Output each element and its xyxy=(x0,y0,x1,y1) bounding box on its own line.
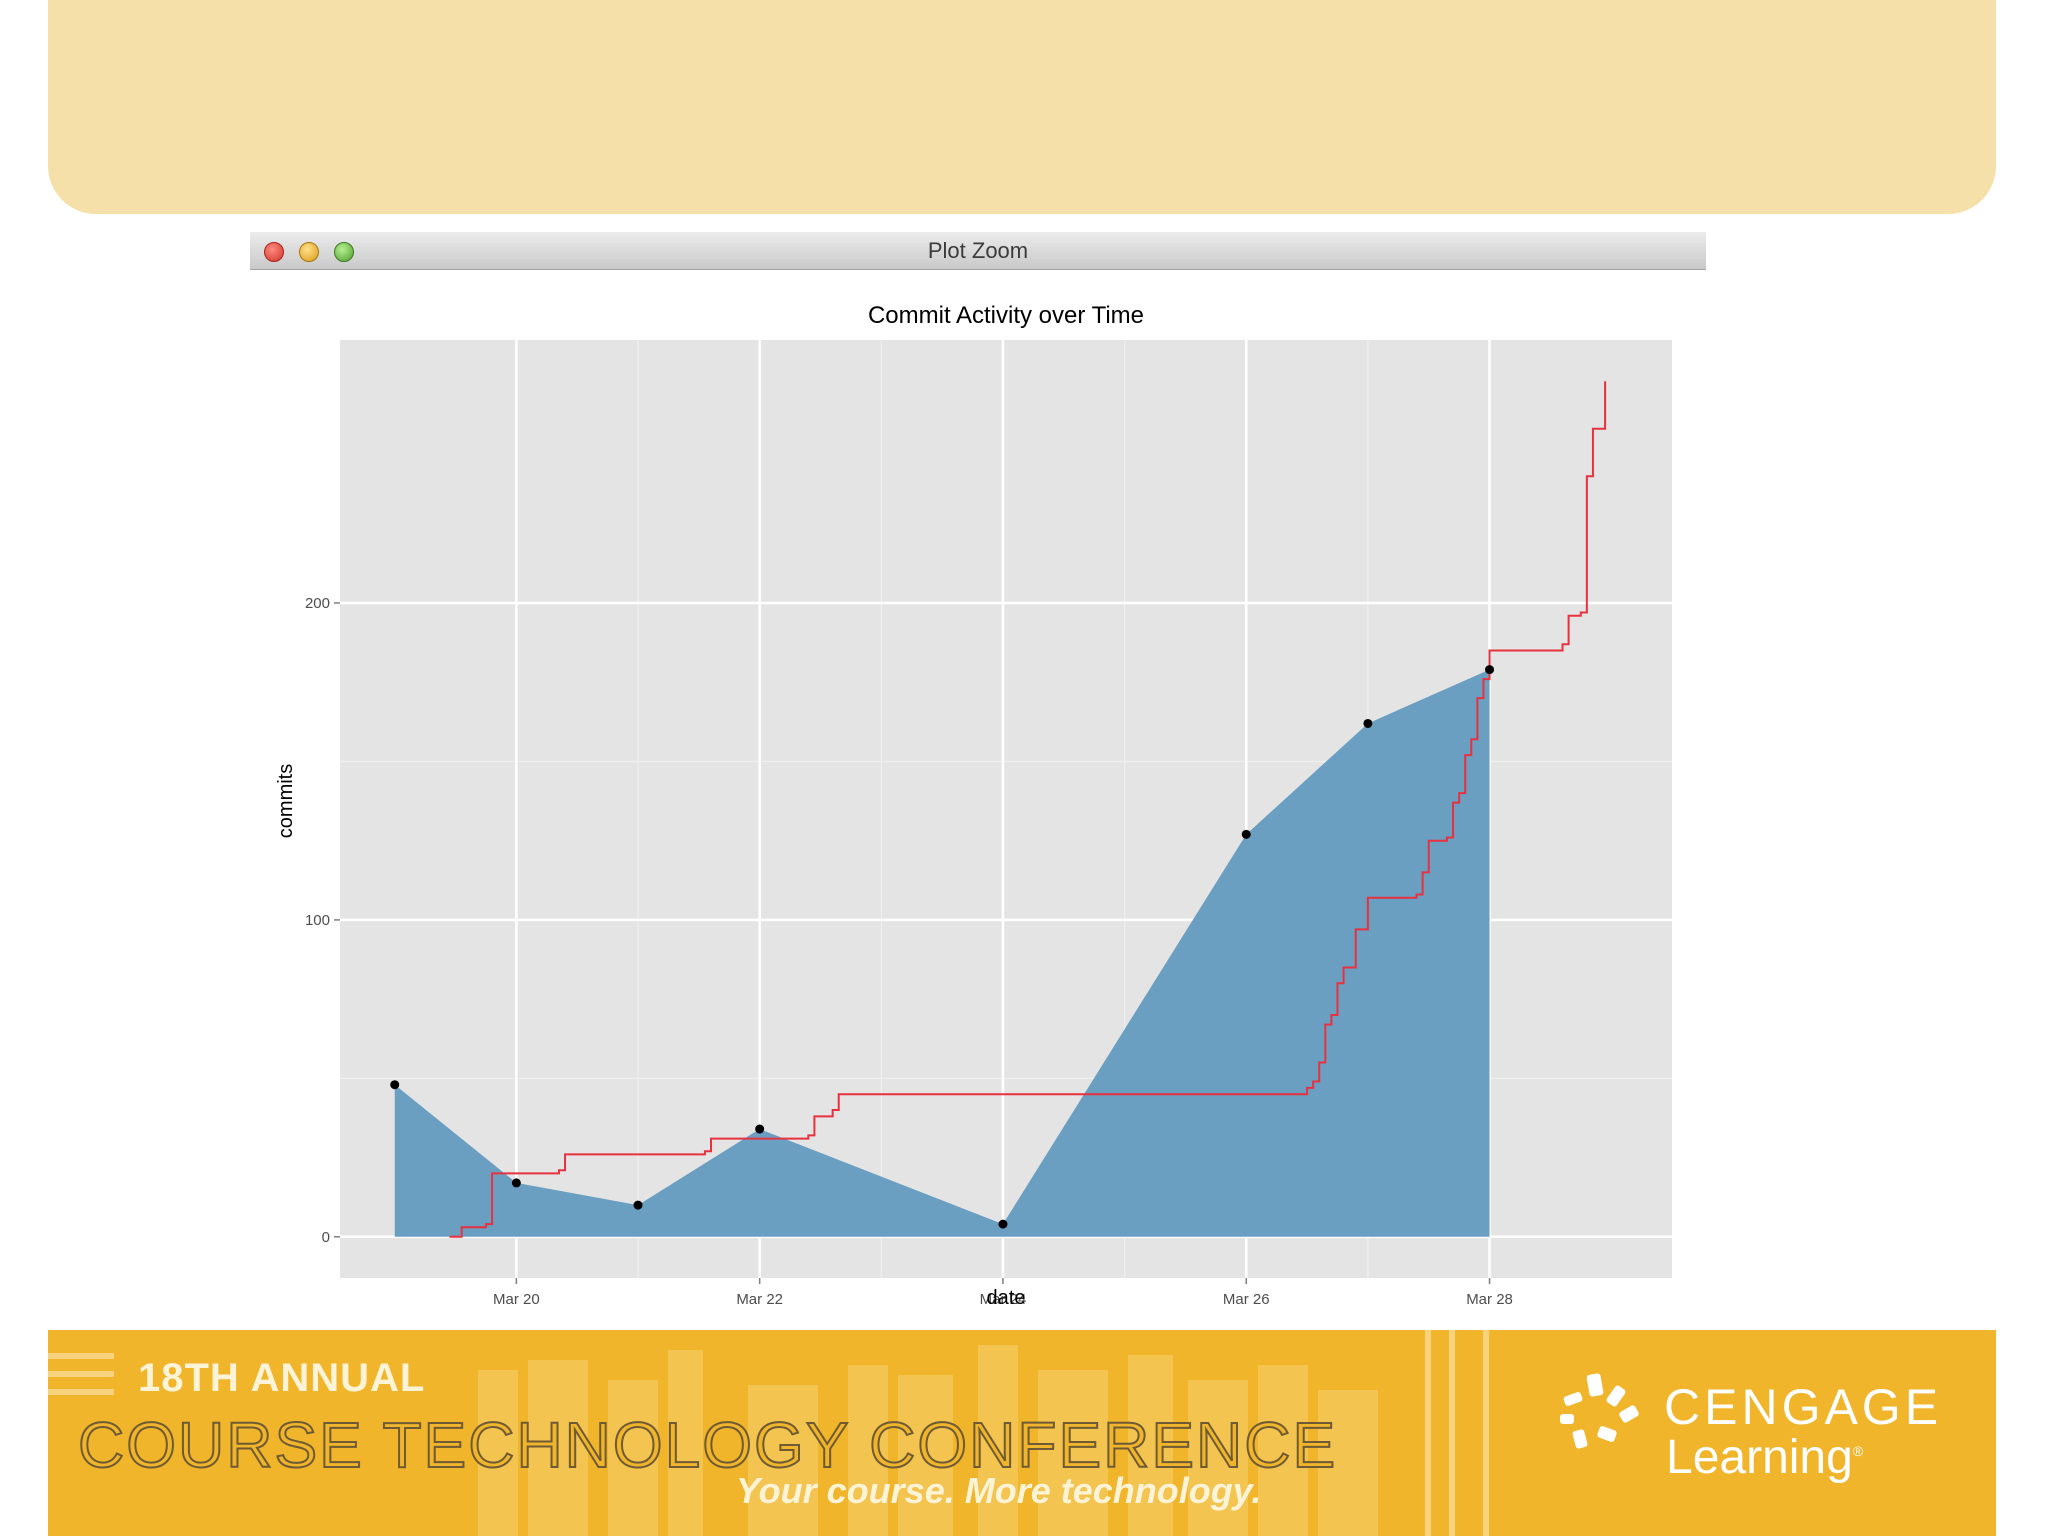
registered-mark: ® xyxy=(1852,1443,1864,1459)
data-point xyxy=(1485,665,1495,675)
chart-title: Commit Activity over Time xyxy=(868,302,1144,329)
brand-name: CENGAGE xyxy=(1664,1379,1943,1435)
cengage-logo-icon xyxy=(1560,1373,1639,1449)
x-tick-label: Mar 22 xyxy=(736,1291,783,1308)
top-banner xyxy=(48,0,1996,214)
x-tick-label: Mar 28 xyxy=(1466,1291,1513,1308)
conference-tagline: Your course. More technology. xyxy=(736,1470,1262,1511)
zoom-window-button[interactable] xyxy=(334,242,354,262)
brand-subname: Learning® xyxy=(1666,1430,1863,1485)
city-skyline-graphic xyxy=(48,1330,1489,1536)
window-title: Plot Zoom xyxy=(927,238,1029,263)
x-tick-label: Mar 24 xyxy=(980,1291,1027,1308)
x-axis-label: date xyxy=(987,1287,1026,1309)
commit-activity-chart: 0 100 200 Mar 20 Mar 22 Mar 24 Mar 26 Mar 28 Com… xyxy=(275,302,1672,1309)
conference-banner: 18TH ANNUAL COURSE TECHNOLOGY CONFERENCE… xyxy=(48,1330,1996,1536)
window-titlebar[interactable]: Plot Zoom xyxy=(250,232,1706,270)
y-tick-label: 0 xyxy=(322,1229,330,1246)
x-tick-label: Mar 20 xyxy=(493,1291,540,1308)
minimize-window-button[interactable] xyxy=(299,242,319,262)
data-point xyxy=(998,1219,1008,1229)
brand-subname-text: Learning xyxy=(1666,1431,1853,1484)
conference-name: COURSE TECHNOLOGY CONFERENCE xyxy=(77,1408,1338,1482)
data-point xyxy=(755,1124,765,1134)
data-point xyxy=(511,1178,521,1188)
y-tick-label: 100 xyxy=(305,912,330,929)
cumulative-commits-line xyxy=(449,381,1607,1238)
y-axis-label: commits xyxy=(275,764,297,838)
data-point xyxy=(1241,829,1251,839)
y-tick-label: 200 xyxy=(305,595,330,612)
close-window-button[interactable] xyxy=(264,242,284,262)
data-point xyxy=(633,1200,643,1210)
x-tick-label: Mar 26 xyxy=(1223,1291,1270,1308)
data-point xyxy=(390,1080,400,1090)
data-point xyxy=(1363,718,1373,728)
conference-edition: 18TH ANNUAL xyxy=(138,1356,426,1400)
